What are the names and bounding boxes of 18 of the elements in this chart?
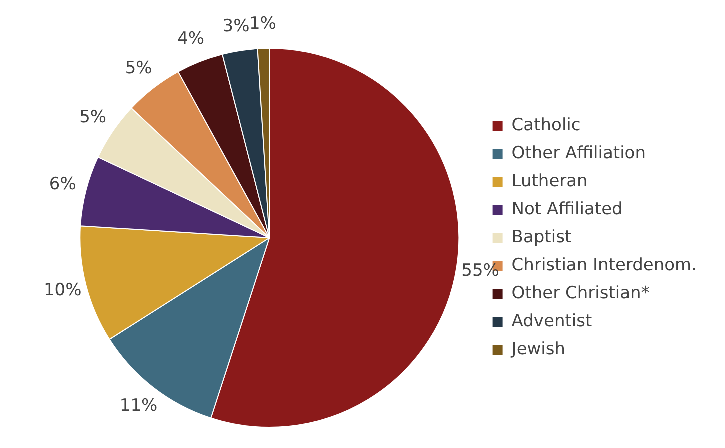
legend-label: Catholic bbox=[512, 115, 581, 136]
data-label: 10% bbox=[44, 280, 82, 301]
data-label: 5% bbox=[80, 107, 107, 128]
legend-label: Other Affiliation bbox=[512, 143, 646, 164]
legend-label: Adventist bbox=[512, 311, 592, 332]
data-label: 6% bbox=[49, 174, 76, 194]
legend-label: Jewish bbox=[510, 339, 566, 360]
data-label: 55% bbox=[462, 260, 500, 281]
data-label: 11% bbox=[120, 396, 158, 416]
legend-label: Other Christian* bbox=[512, 283, 650, 304]
data-label: 1% bbox=[249, 14, 276, 34]
legend-label: Not Affiliated bbox=[512, 199, 623, 220]
data-label: 5% bbox=[125, 58, 152, 79]
legend-label: Lutheran bbox=[512, 171, 588, 192]
data-label: 3% bbox=[222, 16, 250, 37]
legend-label: Christian Interdenom. bbox=[512, 255, 698, 276]
data-label: 4% bbox=[178, 28, 205, 49]
legend-label: Baptist bbox=[512, 227, 572, 248]
